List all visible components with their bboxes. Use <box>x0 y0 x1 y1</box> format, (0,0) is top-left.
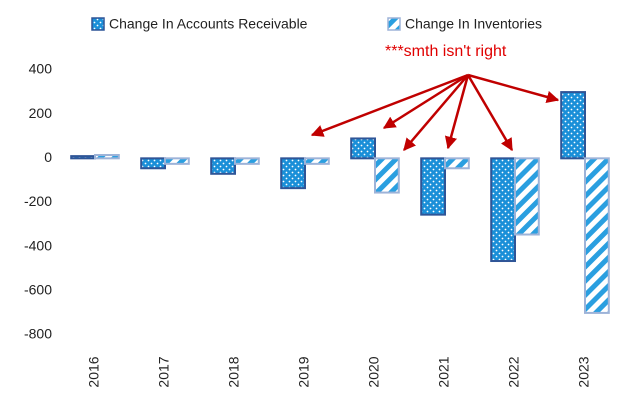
legend-label: Change In Inventories <box>405 16 542 32</box>
x-tick-label: 2016 <box>86 356 102 387</box>
y-tick-label: 200 <box>29 105 53 121</box>
x-tick-label: 2021 <box>436 356 452 387</box>
bar <box>350 137 377 160</box>
legend-swatch <box>387 17 401 31</box>
bar <box>490 157 517 263</box>
x-tick-label: 2019 <box>296 356 312 387</box>
y-tick-label: 400 <box>29 61 53 77</box>
bar <box>374 157 400 194</box>
bar <box>444 157 470 170</box>
legend-swatch <box>91 17 105 31</box>
bar <box>140 157 166 170</box>
bar <box>94 154 120 160</box>
bar <box>420 157 447 216</box>
annotation-arrows <box>310 73 560 152</box>
x-tick-label: 2020 <box>366 356 382 387</box>
bar <box>560 91 587 160</box>
x-tick-label: 2018 <box>226 356 242 387</box>
bar <box>210 157 236 175</box>
y-tick-label: 0 <box>44 149 52 165</box>
bar <box>584 157 610 314</box>
bar <box>164 157 190 165</box>
bar <box>514 157 540 236</box>
bar <box>304 157 330 165</box>
y-tick-label: -800 <box>24 326 52 342</box>
legend-label: Change In Accounts Receivable <box>109 16 308 32</box>
y-tick-label: -400 <box>24 237 52 253</box>
bar <box>280 157 307 190</box>
y-tick-label: -600 <box>24 282 52 298</box>
y-tick-label: -200 <box>24 193 52 209</box>
x-tick-label: 2023 <box>576 356 592 387</box>
x-tick-label: 2017 <box>156 356 172 387</box>
bar <box>70 155 96 160</box>
x-tick-label: 2022 <box>506 356 522 387</box>
bar <box>234 157 260 165</box>
annotation: ***smth isn't right <box>385 43 507 60</box>
